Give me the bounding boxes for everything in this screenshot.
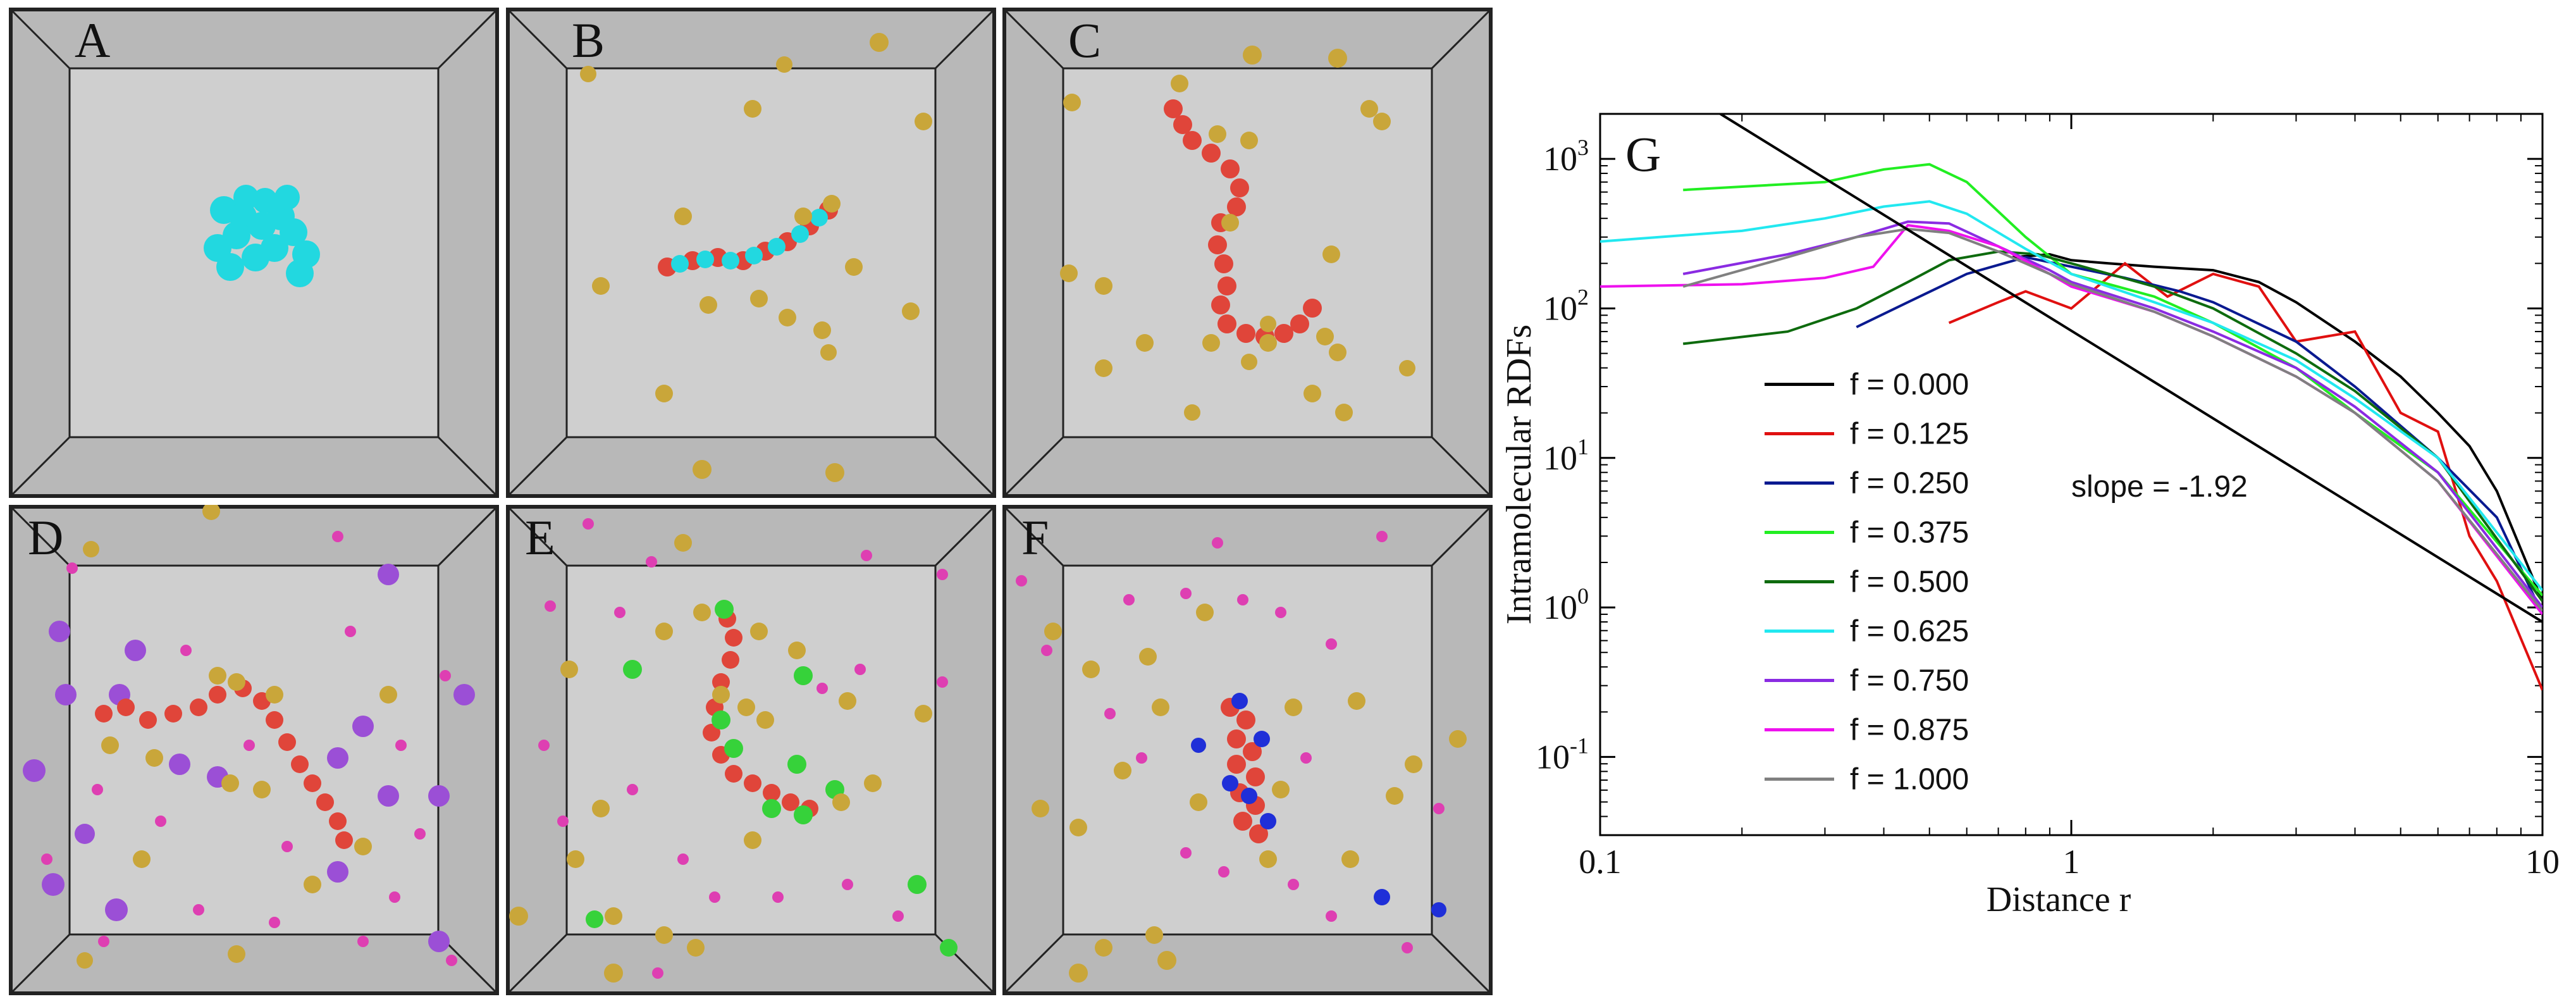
red-polymer-chain xyxy=(95,679,353,849)
snapshot-panel-a: A xyxy=(9,8,499,498)
series-line-5 xyxy=(1600,200,2542,592)
red-cyan-chain xyxy=(658,201,838,276)
red-polymer-chain xyxy=(1221,698,1268,843)
series-line-0 xyxy=(2012,252,2542,602)
y-tick-label: 101 xyxy=(1543,434,1589,477)
y-tick-label: 102 xyxy=(1543,284,1589,327)
cyan-molecule-cluster xyxy=(204,185,320,287)
x-tick-label: 10 xyxy=(2525,843,2560,881)
rdf-chart: 0.1 1 10 10-1 100 101 102 103 Distance r Intramol… xyxy=(1500,76,2574,927)
legend: f = 0.000 f = 0.125 f = 0.250 f = 0.375 f = … xyxy=(1765,368,1969,796)
series-line-4 xyxy=(1682,250,2542,602)
legend-label-0: f = 0.000 xyxy=(1850,368,1969,401)
panel-letter-c: C xyxy=(1068,13,1101,68)
legend-label-3: f = 0.375 xyxy=(1850,516,1969,549)
gold-counterions xyxy=(77,505,397,969)
series-line-8 xyxy=(1682,227,2542,612)
y-tick-label: 10-1 xyxy=(1536,733,1589,776)
snapshot-panel-d: D xyxy=(9,505,499,995)
magenta-ions xyxy=(41,531,457,966)
legend-label-5: f = 0.625 xyxy=(1850,614,1969,648)
slope-annotation: slope = -1.92 xyxy=(2071,470,2248,504)
rdf-chart-svg: 0.1 1 10 10-1 100 101 102 103 Distance r Intramol… xyxy=(1500,113,2560,919)
legend-label-2: f = 0.250 xyxy=(1850,466,1969,500)
panel-letter-a: A xyxy=(75,13,110,68)
green-ions xyxy=(586,600,958,957)
slope-reference-line xyxy=(1720,114,2542,623)
x-tick-label: 0.1 xyxy=(1579,843,1622,881)
legend-label-7: f = 0.875 xyxy=(1850,713,1969,747)
magenta-ions xyxy=(1016,531,1445,953)
gold-counterions xyxy=(1032,604,1467,983)
snapshot-panel-f: F xyxy=(1002,505,1493,995)
panel-letter-e: E xyxy=(525,510,555,565)
snapshot-panel-c: C xyxy=(1002,8,1493,498)
snapshot-panel-b: B xyxy=(506,8,996,498)
purple-ions xyxy=(23,564,475,952)
panel-letter-g: G xyxy=(1625,127,1661,182)
legend-label-6: f = 0.750 xyxy=(1850,664,1969,697)
y-axis-title: Intramolecular RDFs xyxy=(1505,325,1539,624)
gold-counterions xyxy=(1060,46,1415,421)
gold-counterions xyxy=(580,33,932,482)
x-tick-label: 1 xyxy=(2063,843,2080,881)
magenta-ions xyxy=(538,518,948,979)
panel-letter-f: F xyxy=(1021,510,1049,565)
x-axis-title: Distance r xyxy=(1987,880,2131,919)
blue-ions xyxy=(1191,693,1446,917)
y-tick-label: 103 xyxy=(1543,135,1589,178)
legend-label-8: f = 1.000 xyxy=(1850,762,1969,796)
legend-label-1: f = 0.125 xyxy=(1850,417,1969,450)
red-polymer-chain xyxy=(1164,99,1322,346)
panel-letter-d: D xyxy=(28,510,63,565)
gold-counterions xyxy=(509,534,932,983)
series-group xyxy=(1600,114,2542,691)
panel-letter-b: B xyxy=(572,13,605,68)
snapshot-panel-e: E xyxy=(506,505,996,995)
legend-label-4: f = 0.500 xyxy=(1850,565,1969,599)
y-tick-label: 100 xyxy=(1543,583,1589,626)
